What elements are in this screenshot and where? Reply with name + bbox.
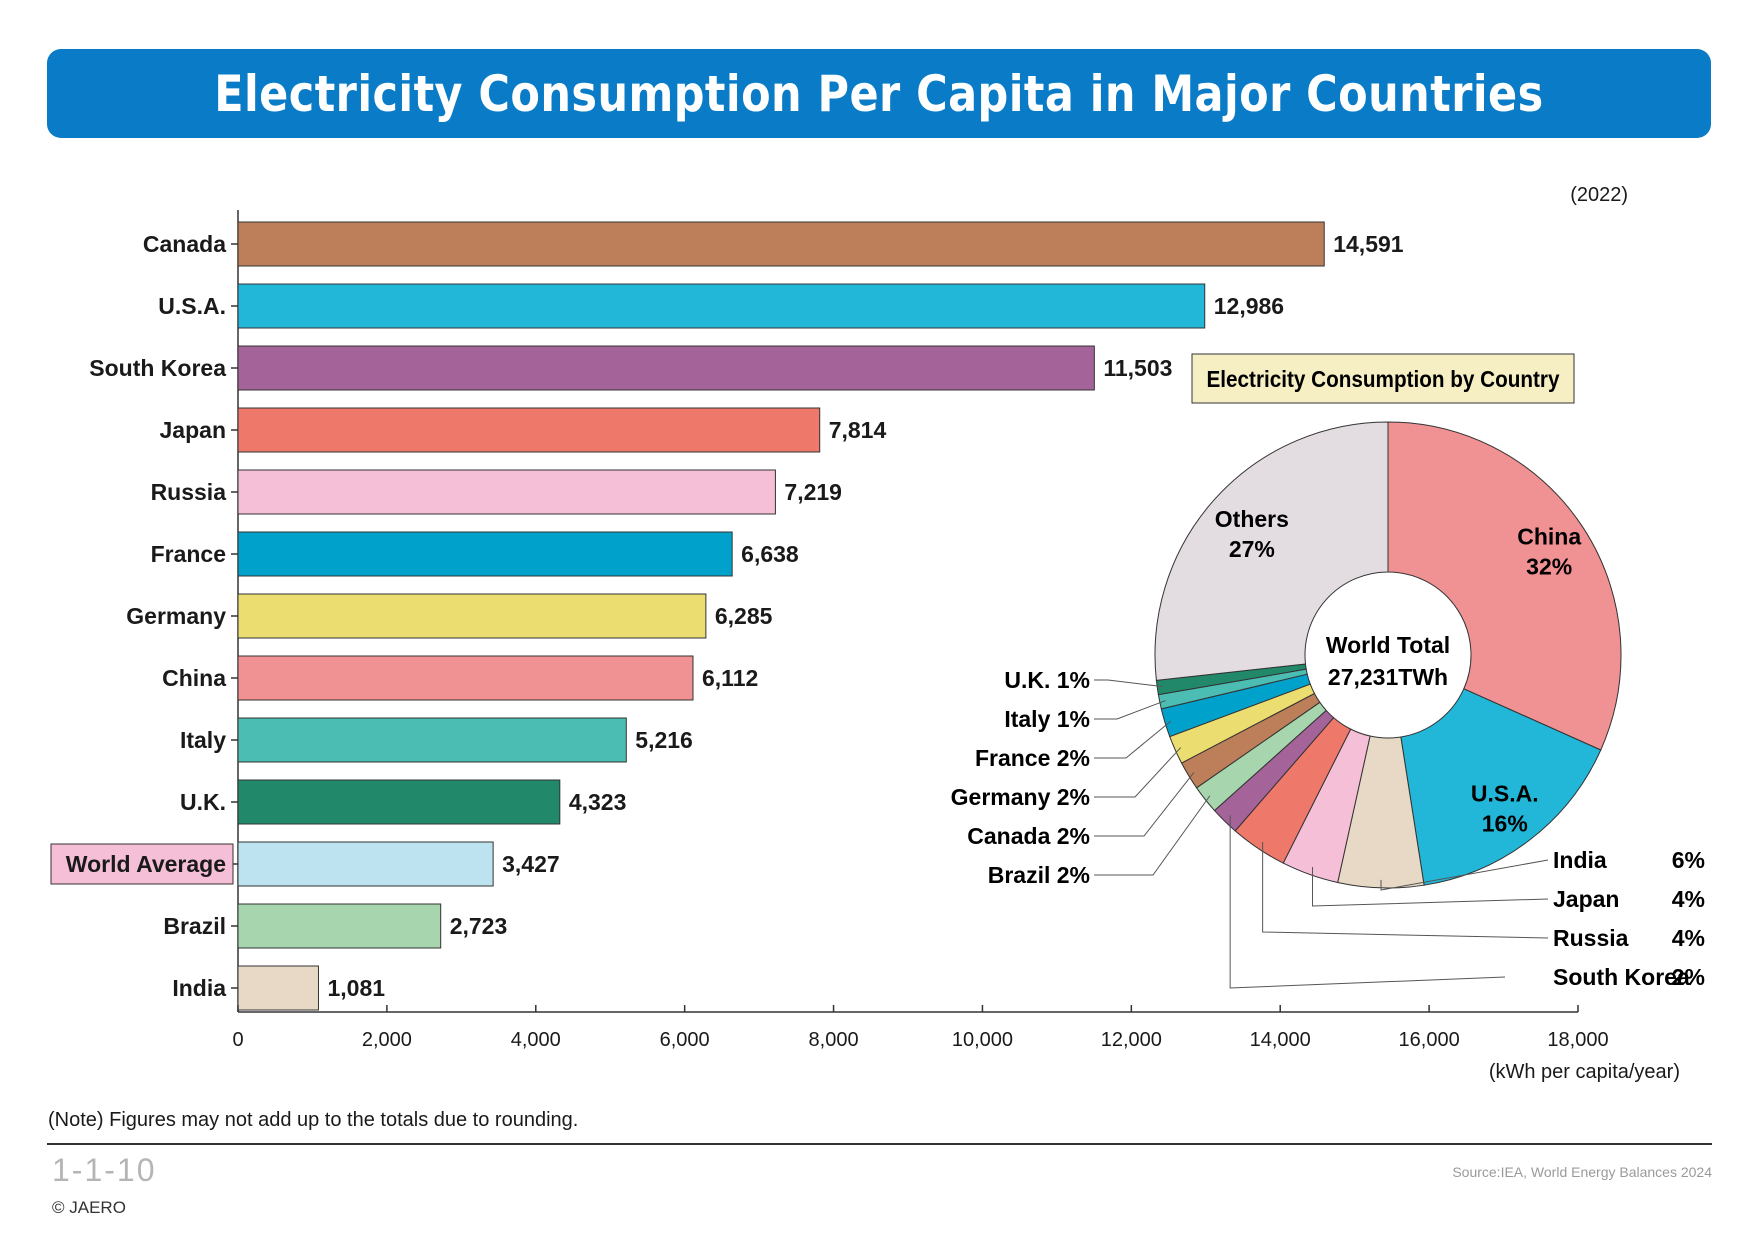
leader-line (1312, 866, 1549, 907)
callout-south-korea: South Korea (1553, 964, 1690, 990)
bar-china (237, 655, 694, 701)
callout-pct-japan: 4% (1672, 886, 1705, 912)
callout-u-k: U.K. 1% (1004, 667, 1090, 693)
callout-canada: Canada 2% (967, 823, 1090, 849)
x-tick-label: 18,000 (1547, 1029, 1608, 1051)
category-label-russia: Russia (151, 479, 227, 505)
callout-germany: Germany 2% (951, 784, 1090, 810)
value-label-south-korea: 11,503 (1103, 355, 1172, 381)
leader-line (1094, 720, 1172, 759)
value-label-germany: 6,285 (715, 603, 773, 629)
donut-center-label: World Total (1326, 632, 1450, 658)
bar-italy (237, 717, 627, 763)
title-banner: Electricity Consumption Per Capita in Ma… (47, 49, 1711, 138)
leader-line (1094, 700, 1166, 720)
callout-pct-russia: 4% (1672, 925, 1705, 951)
x-tick-label: 0 (232, 1029, 243, 1051)
value-label-france: 6,638 (741, 541, 799, 567)
world-average-tag (50, 843, 234, 885)
pie-title-box (1191, 353, 1575, 404)
x-tick-label: 6,000 (660, 1029, 710, 1051)
bar-france (237, 531, 733, 577)
category-label-u-k: U.K. (180, 789, 226, 815)
callout-france: France 2% (975, 745, 1090, 771)
value-label-world-average: 3,427 (502, 851, 560, 877)
slice-label-u-s-a: U.S.A. (1471, 781, 1539, 807)
slice-label-others: Others (1215, 506, 1289, 532)
callout-brazil: Brazil 2% (988, 862, 1090, 888)
copyright: © JAERO (52, 1198, 126, 1217)
figure-number: 1-1-10 (52, 1152, 157, 1188)
x-tick-label: 2,000 (362, 1029, 412, 1051)
footer-divider (47, 1143, 1712, 1145)
donut-center-value: 27,231TWh (1328, 664, 1448, 690)
leader-line (1094, 747, 1182, 798)
callout-india: India (1553, 847, 1607, 873)
value-label-brazil: 2,723 (450, 913, 508, 939)
category-label-germany: Germany (126, 603, 226, 629)
slice-u-s-a (1400, 688, 1602, 886)
value-label-u-k: 4,323 (569, 789, 627, 815)
callout-italy: Italy 1% (1004, 706, 1090, 732)
x-axis-label: (kWh per capita/year) (1489, 1061, 1680, 1083)
bar-japan (237, 407, 821, 453)
bar-germany (237, 593, 707, 639)
slice-pct-china: 32% (1526, 553, 1572, 579)
bar-india (237, 965, 319, 1011)
callout-pct-south-korea: 2% (1672, 964, 1705, 990)
bar-brazil (237, 903, 442, 949)
x-tick-label: 4,000 (511, 1029, 561, 1051)
leader-line (1262, 841, 1549, 939)
x-tick-label: 12,000 (1101, 1029, 1162, 1051)
leader-line (1094, 795, 1211, 876)
bar-canada (237, 221, 1325, 267)
value-label-india: 1,081 (327, 975, 385, 1001)
source-credit: Source:IEA, World Energy Balances 2024 (1452, 1164, 1712, 1180)
category-label-france: France (151, 541, 226, 567)
category-label-japan: Japan (160, 417, 226, 443)
chart-title: Electricity Consumption Per Capita in Ma… (214, 64, 1544, 123)
category-label-brazil: Brazil (163, 913, 226, 939)
value-label-japan: 7,814 (829, 417, 887, 443)
bar-world-average (237, 841, 494, 887)
category-label-u-s-a: U.S.A. (158, 293, 226, 319)
callout-japan: Japan (1553, 886, 1619, 912)
category-label-italy: Italy (180, 727, 226, 753)
callout-pct-india: 6% (1672, 847, 1705, 873)
bar-u-s-a (237, 283, 1206, 329)
year-label: (2022) (1570, 184, 1628, 206)
x-tick-label: 16,000 (1399, 1029, 1460, 1051)
category-label-canada: Canada (143, 231, 226, 257)
slice-pct-u-s-a: 16% (1482, 811, 1528, 837)
bar-u-k (237, 779, 561, 825)
category-label-india: India (172, 975, 226, 1001)
category-label-china: China (162, 665, 226, 691)
x-tick-label: 14,000 (1250, 1029, 1311, 1051)
value-label-canada: 14,591 (1333, 231, 1404, 257)
value-label-russia: 7,219 (784, 479, 842, 505)
bar-russia (237, 469, 776, 515)
category-label-world-average: World Average (66, 851, 226, 877)
category-label-south-korea: South Korea (89, 355, 226, 381)
x-tick-label: 10,000 (952, 1029, 1013, 1051)
leader-line (1094, 679, 1164, 688)
slice-others (1154, 421, 1389, 681)
value-label-china: 6,112 (702, 665, 758, 691)
value-label-u-s-a: 12,986 (1214, 293, 1284, 319)
callout-russia: Russia (1553, 925, 1629, 951)
leader-line (1380, 859, 1549, 891)
pie-title: Electricity Consumption by Country (1207, 366, 1561, 392)
footnote: (Note) Figures may not add up to the tot… (48, 1109, 579, 1131)
leader-line (1229, 815, 1506, 989)
leader-line (1094, 772, 1195, 837)
x-tick-label: 8,000 (809, 1029, 859, 1051)
value-label-italy: 5,216 (635, 727, 693, 753)
slice-label-china: China (1517, 523, 1581, 549)
slice-pct-others: 27% (1229, 536, 1275, 562)
bar-south-korea (237, 345, 1095, 391)
slice-china (1387, 421, 1622, 751)
